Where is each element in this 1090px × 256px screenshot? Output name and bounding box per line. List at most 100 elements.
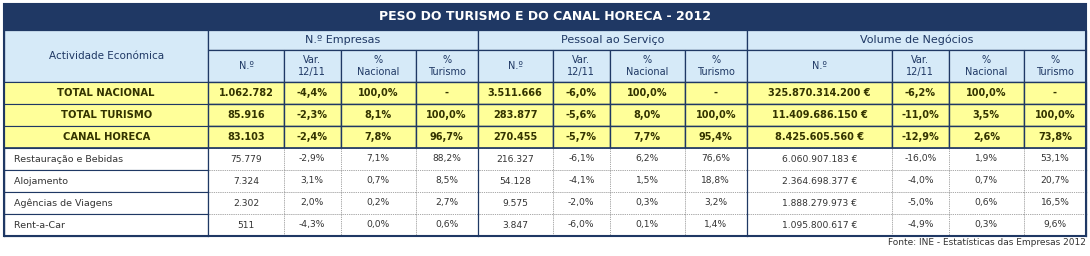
Bar (208, 214, 283, 236)
Bar (553, 126, 609, 148)
Text: 2.302: 2.302 (233, 198, 259, 208)
Bar (340, 170, 415, 192)
Text: 8.425.605.560 €: 8.425.605.560 € (775, 132, 864, 142)
Bar (892, 148, 948, 170)
Bar (283, 50, 340, 82)
Text: 9,6%: 9,6% (1043, 220, 1066, 229)
Bar (1024, 170, 1086, 192)
Text: -6,1%: -6,1% (568, 155, 594, 164)
Bar (477, 192, 553, 214)
Text: -6,0%: -6,0% (566, 88, 596, 98)
Bar (208, 126, 283, 148)
Text: 83.103: 83.103 (227, 132, 265, 142)
Bar (415, 126, 477, 148)
Text: -5,0%: -5,0% (907, 198, 933, 208)
Text: %
Turismo: % Turismo (1036, 55, 1074, 77)
Bar (948, 214, 1024, 236)
Bar (1024, 50, 1086, 82)
Bar (1024, 148, 1086, 170)
Bar (948, 148, 1024, 170)
Bar (553, 148, 609, 170)
Text: Agências de Viagens: Agências de Viagens (8, 198, 112, 208)
Text: -2,3%: -2,3% (296, 110, 327, 120)
Bar (340, 148, 415, 170)
Bar (415, 104, 477, 126)
Bar (340, 104, 415, 126)
Bar (208, 170, 283, 192)
Bar (609, 170, 685, 192)
Bar (415, 82, 477, 104)
Bar (948, 50, 1024, 82)
Bar (283, 170, 340, 192)
Text: 325.870.314.200 €: 325.870.314.200 € (768, 88, 871, 98)
Bar (553, 82, 609, 104)
Bar (892, 126, 948, 148)
Bar (415, 50, 477, 82)
Text: 3.847: 3.847 (502, 220, 529, 229)
Bar (477, 148, 553, 170)
Text: 0,6%: 0,6% (974, 198, 998, 208)
Bar (685, 214, 747, 236)
Text: 7,1%: 7,1% (366, 155, 389, 164)
Bar (747, 170, 892, 192)
Bar (685, 104, 747, 126)
Bar (1024, 214, 1086, 236)
Bar (747, 126, 892, 148)
Text: 0,2%: 0,2% (366, 198, 389, 208)
Text: 283.877: 283.877 (493, 110, 537, 120)
Text: %
Turismo: % Turismo (697, 55, 735, 77)
Text: -4,0%: -4,0% (907, 176, 933, 186)
Bar (4, 4, 1086, 30)
Bar (609, 148, 685, 170)
Bar (4, 170, 208, 192)
Text: 0,6%: 0,6% (435, 220, 458, 229)
Text: 0,1%: 0,1% (635, 220, 658, 229)
Bar (948, 192, 1024, 214)
Bar (4, 82, 208, 104)
Text: 11.409.686.150 €: 11.409.686.150 € (772, 110, 868, 120)
Text: -4,3%: -4,3% (299, 220, 325, 229)
Text: Var.
12/11: Var. 12/11 (298, 55, 326, 77)
Bar (1024, 104, 1086, 126)
Bar (415, 148, 477, 170)
Bar (477, 214, 553, 236)
Text: Restauração e Bebidas: Restauração e Bebidas (8, 155, 123, 164)
Text: 3,2%: 3,2% (704, 198, 727, 208)
Text: Var.
12/11: Var. 12/11 (907, 55, 934, 77)
Bar (4, 148, 208, 170)
Bar (609, 192, 685, 214)
Text: -2,0%: -2,0% (568, 198, 594, 208)
Bar (340, 192, 415, 214)
Text: -5,7%: -5,7% (566, 132, 596, 142)
Text: -6,2%: -6,2% (905, 88, 936, 98)
Bar (553, 214, 609, 236)
Bar (477, 30, 747, 50)
Bar (948, 104, 1024, 126)
Text: -6,0%: -6,0% (568, 220, 594, 229)
Bar (892, 192, 948, 214)
Bar (892, 50, 948, 82)
Text: TOTAL NACIONAL: TOTAL NACIONAL (58, 88, 155, 98)
Bar (948, 82, 1024, 104)
Text: %
Nacional: % Nacional (356, 55, 399, 77)
Bar (283, 104, 340, 126)
Text: 20,7%: 20,7% (1041, 176, 1069, 186)
Text: -12,9%: -12,9% (901, 132, 940, 142)
Bar (283, 82, 340, 104)
Text: 2,7%: 2,7% (435, 198, 458, 208)
Bar (685, 82, 747, 104)
Bar (892, 82, 948, 104)
Text: 73,8%: 73,8% (1038, 132, 1071, 142)
Bar (415, 170, 477, 192)
Text: 1.095.800.617 €: 1.095.800.617 € (782, 220, 857, 229)
Bar (340, 82, 415, 104)
Text: 100,0%: 100,0% (1034, 110, 1075, 120)
Bar (747, 148, 892, 170)
Bar (283, 126, 340, 148)
Text: %
Turismo: % Turismo (427, 55, 465, 77)
Text: 76,6%: 76,6% (701, 155, 730, 164)
Text: 1.888.279.973 €: 1.888.279.973 € (782, 198, 857, 208)
Text: 96,7%: 96,7% (429, 132, 463, 142)
Bar (4, 126, 208, 148)
Text: Fonte: INE - Estatísticas das Empresas 2012: Fonte: INE - Estatísticas das Empresas 2… (888, 238, 1086, 247)
